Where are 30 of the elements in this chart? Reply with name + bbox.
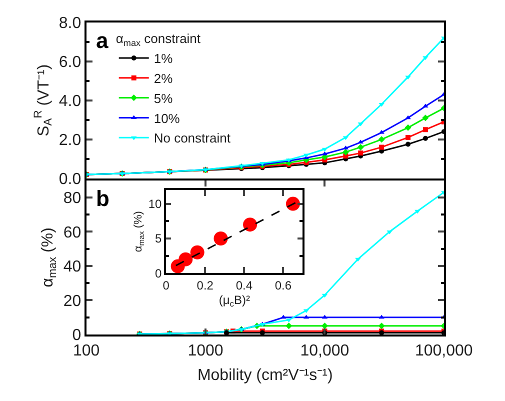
x-tick-label: 0.2 (196, 278, 214, 293)
y-tick-label: 0.0 (58, 171, 82, 188)
y-tick-label: 0 (155, 266, 162, 280)
legend-label: 10% (154, 110, 180, 126)
legend-title: α$_{max}$ constraint (116, 31, 201, 48)
x-tick-label: 10,000 (300, 342, 350, 360)
x-axis-title: Mobility (cm²V⁻¹s⁻¹) (197, 366, 333, 384)
y-tick-label: 8.0 (58, 14, 82, 32)
x-axis-title: (μ$_{c}$B)² (218, 293, 250, 309)
y-tick-label: 10 (148, 196, 162, 211)
y-tick-label: 60 (63, 224, 82, 242)
annotation: b (96, 186, 110, 211)
y-tick-label: 6.0 (58, 54, 82, 71)
legend-label: 5% (154, 90, 174, 106)
y-tick-label: 2.0 (58, 132, 82, 149)
annotation: a (96, 28, 109, 53)
x-tick-label: 0.6 (274, 278, 292, 293)
y-tick-label: 20 (63, 292, 82, 310)
legend-label: 2% (154, 70, 174, 86)
x-tick-label: 1000 (188, 342, 224, 360)
y-tick-label: 4.0 (58, 92, 82, 110)
x-tick-label: 100,000 (414, 342, 473, 360)
legend-label: No constraint (154, 130, 231, 146)
legend-label: 1% (154, 51, 174, 66)
y-tick-label: 0 (72, 327, 82, 344)
x-tick-label: 0.4 (236, 278, 253, 293)
y-tick-label: 40 (63, 258, 82, 276)
x-tick-label: 100 (72, 342, 100, 360)
y-tick-label: 5 (155, 232, 162, 246)
y-tick-label: 80 (63, 190, 82, 208)
